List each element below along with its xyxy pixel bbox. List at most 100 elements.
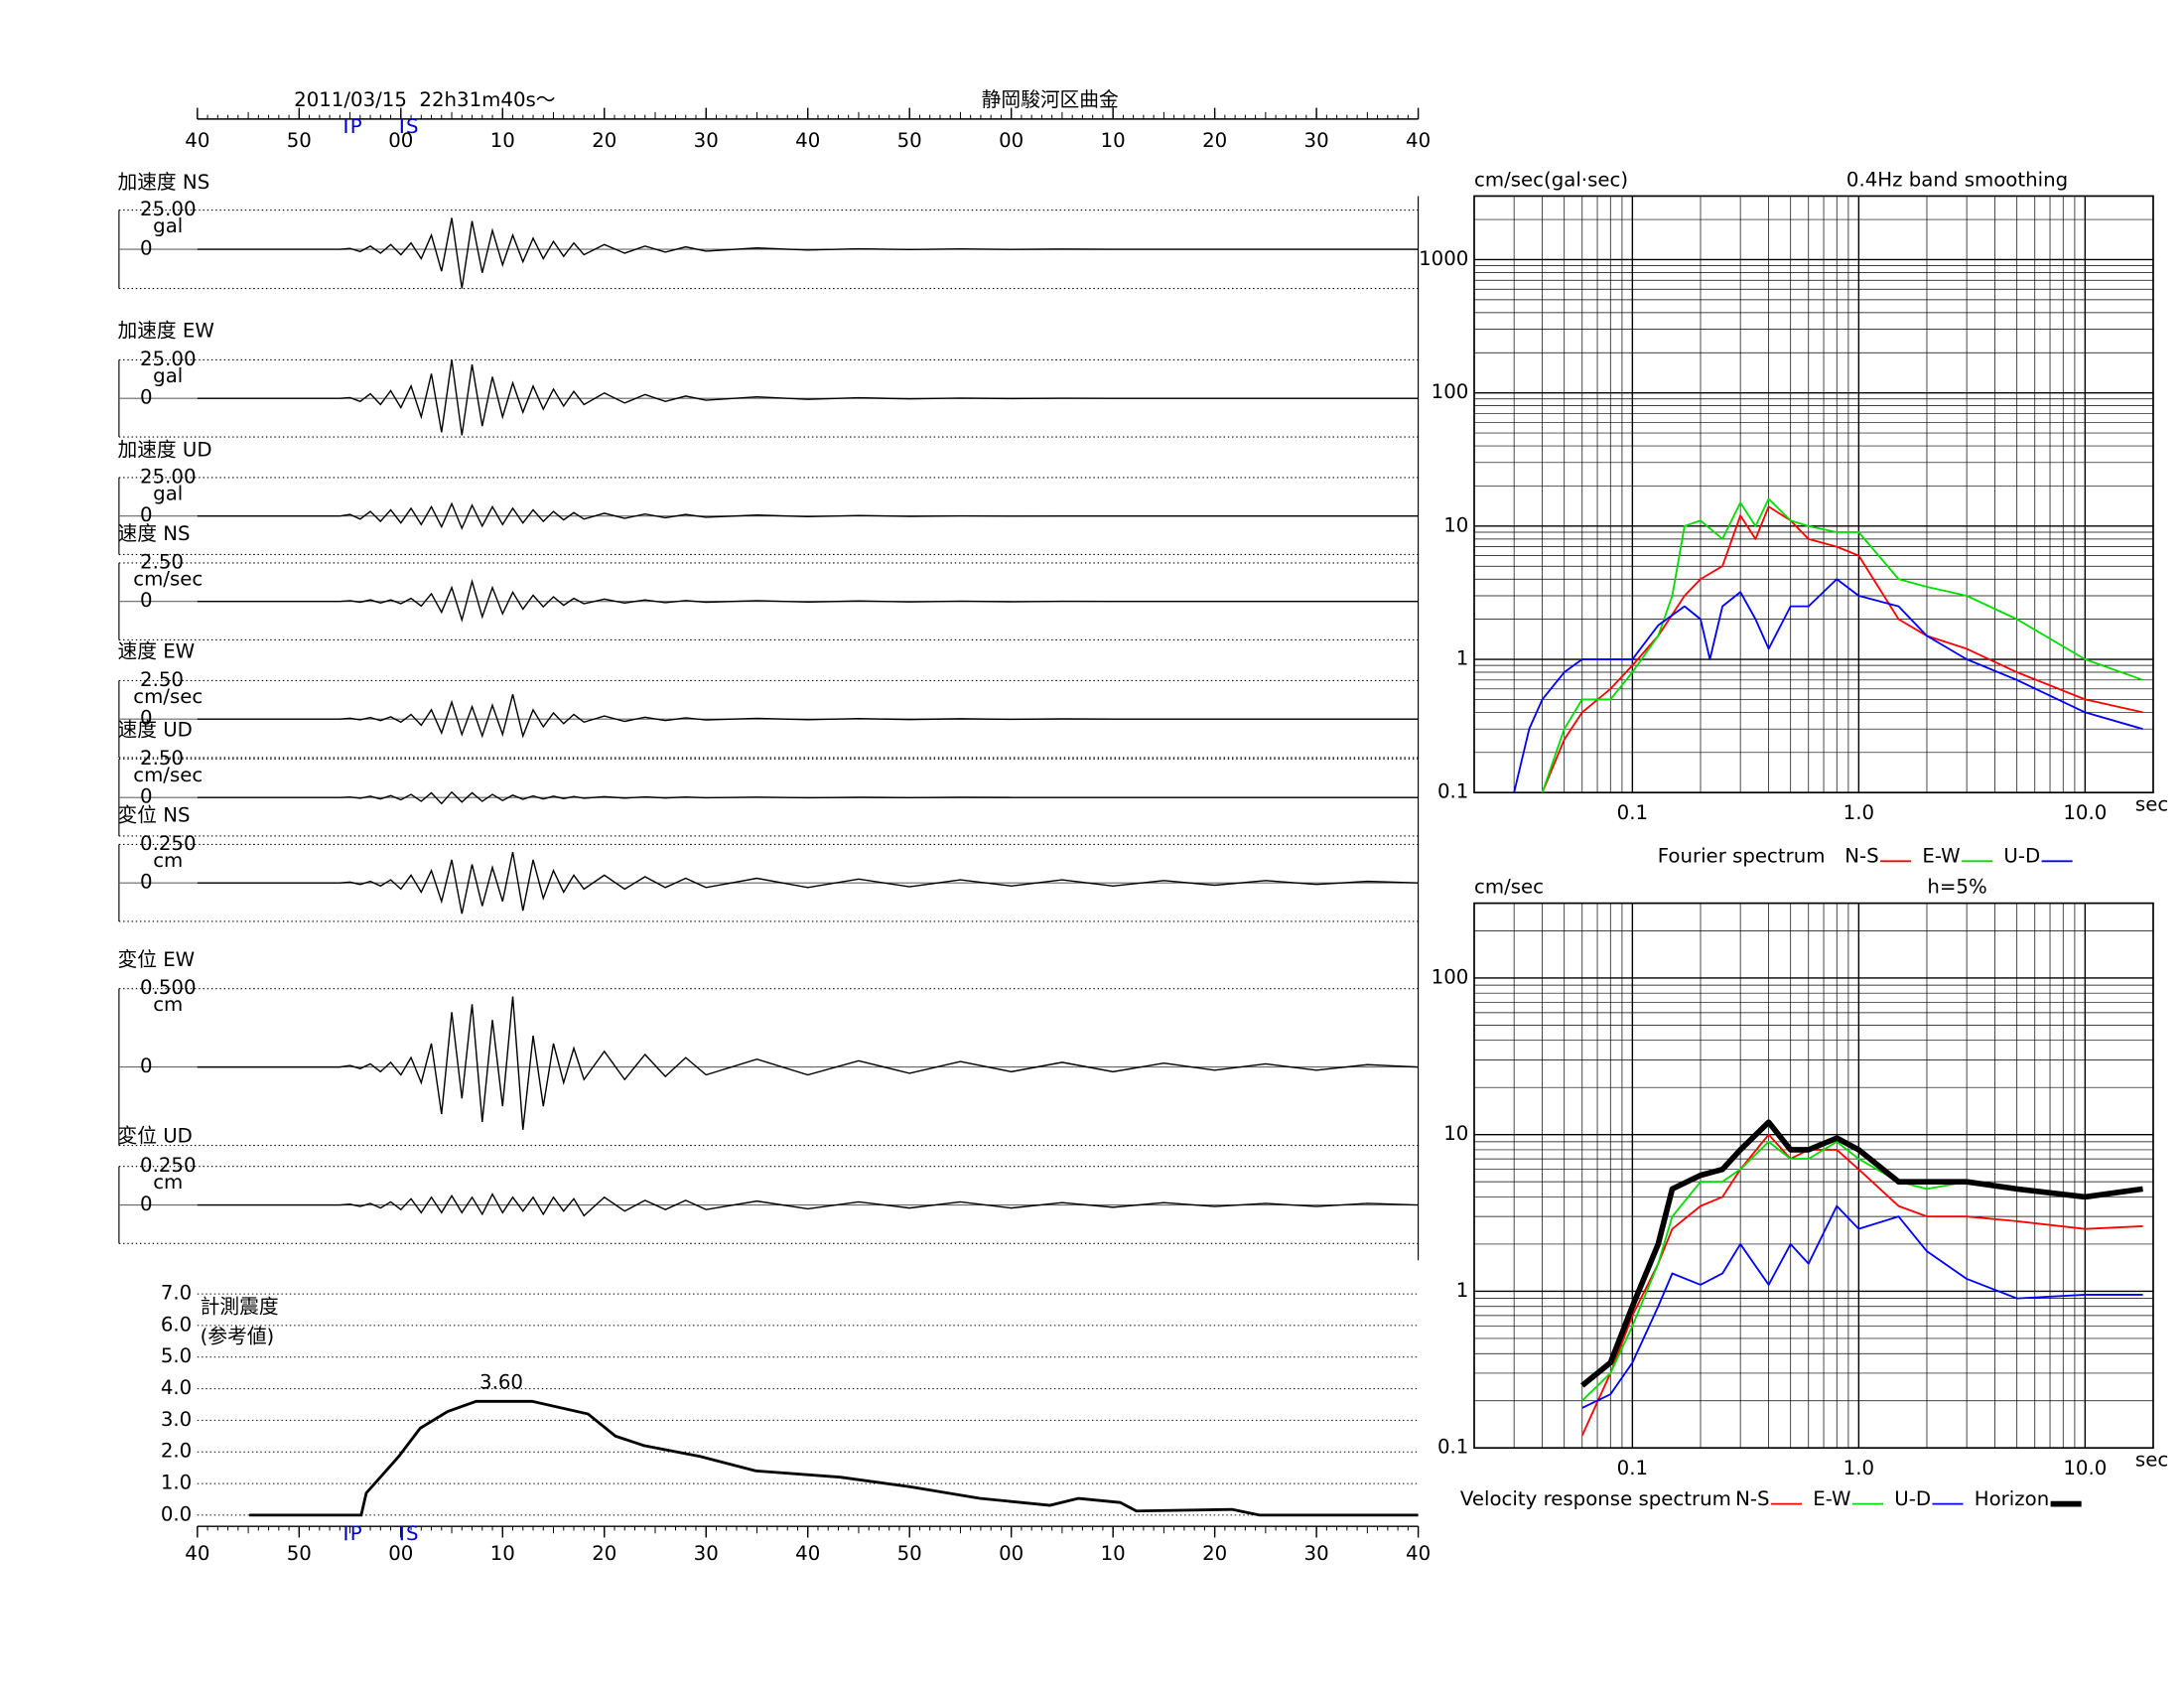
- y-tick-label: 0.250: [140, 1154, 197, 1177]
- x-tick-label: 40: [795, 129, 820, 152]
- x-tick-label: 10.0: [2063, 801, 2107, 824]
- x-tick-label: 30: [694, 129, 719, 152]
- y-tick-label: 2.0: [161, 1440, 192, 1463]
- y-tick-label: 10: [1443, 1122, 1468, 1145]
- x-tick-label: 20: [1202, 129, 1227, 152]
- x-tick-label: 00: [999, 1542, 1024, 1565]
- waveform-trace: [197, 996, 1419, 1130]
- x-tick-label: 10.0: [2063, 1457, 2107, 1479]
- x-tick-label: 20: [592, 1542, 616, 1565]
- x-tick-label: 50: [287, 129, 312, 152]
- trace-label: 変位 EW: [117, 948, 195, 971]
- trace-unit: cm: [153, 993, 183, 1016]
- x-tick-label: 1.0: [1843, 801, 1874, 824]
- y-tick-label: 0: [140, 1055, 153, 1077]
- trace-unit: gal: [153, 214, 183, 237]
- waveform-trace: [197, 1193, 1419, 1217]
- legend-label: Horizon: [1975, 1487, 2049, 1510]
- y-tick-label: 10: [1443, 513, 1468, 536]
- x-axis-label: sec: [2135, 792, 2168, 815]
- trace-label: 変位 UD: [117, 1125, 192, 1148]
- x-tick-label: 40: [795, 1542, 820, 1565]
- x-tick-label: 20: [592, 129, 616, 152]
- waveform-trace: [197, 852, 1419, 914]
- y-tick-label: 0: [140, 1193, 153, 1215]
- legend-title: Velocity response spectrum: [1460, 1487, 1731, 1510]
- y-tick-label: 0: [140, 785, 153, 808]
- spectrum-line: [1581, 1204, 2143, 1409]
- x-tick-label: 00: [388, 129, 413, 152]
- legend-label: U-D: [1894, 1487, 1931, 1510]
- y-tick-label: 0.500: [140, 976, 197, 999]
- y-tick-label: 5.0: [161, 1344, 192, 1367]
- x-tick-label: 50: [897, 1542, 922, 1565]
- intensity-subtitle: (参考値): [201, 1325, 275, 1347]
- trace-unit: gal: [153, 364, 183, 387]
- phase-label: P: [350, 115, 362, 138]
- legend-label: U-D: [2003, 845, 2040, 868]
- trace-unit: cm/sec: [133, 567, 203, 590]
- y-axis-label: cm/sec: [1474, 876, 1544, 899]
- y-tick-label: 25.00: [140, 465, 197, 488]
- x-tick-label: 50: [287, 1542, 312, 1565]
- spectrum-line: [1513, 578, 2143, 793]
- y-tick-label: 1: [1456, 647, 1469, 670]
- phase-label: S: [406, 115, 419, 138]
- legend-label: E-W: [1922, 845, 1960, 868]
- peak-label: 3.60: [479, 1370, 523, 1393]
- y-tick-label: 0: [140, 237, 153, 260]
- y-tick-label: 2.50: [140, 747, 184, 770]
- legend-label: N-S: [1735, 1487, 1769, 1510]
- trace-unit: cm/sec: [133, 685, 203, 708]
- trace-unit: cm: [153, 849, 183, 872]
- y-tick-label: 7.0: [161, 1282, 192, 1305]
- y-tick-label: 25.00: [140, 348, 197, 370]
- trace-label: 加速度 EW: [117, 320, 213, 343]
- trace-label: 速度 EW: [117, 640, 195, 663]
- legend-label: N-S: [1844, 845, 1878, 868]
- trace-unit: cm: [153, 1171, 183, 1194]
- x-tick-label: 50: [897, 129, 922, 152]
- trace-label: 変位 NS: [117, 804, 190, 827]
- y-tick-label: 1000: [1419, 247, 1468, 270]
- x-tick-label: 40: [1406, 1542, 1431, 1565]
- phase-label: S: [406, 1522, 419, 1545]
- x-tick-label: 40: [185, 129, 209, 152]
- legend-title: Fourier spectrum: [1658, 845, 1826, 868]
- y-tick-label: 100: [1432, 380, 1469, 403]
- trace-label: 加速度 UD: [117, 439, 211, 462]
- x-tick-label: 00: [388, 1542, 413, 1565]
- x-tick-label: 10: [1101, 1542, 1126, 1565]
- waveform-trace: [197, 790, 1419, 805]
- y-tick-label: 0.0: [161, 1502, 192, 1525]
- x-tick-label: 30: [1304, 1542, 1329, 1565]
- note: h=5%: [1927, 876, 1986, 899]
- x-tick-label: 40: [1406, 129, 1431, 152]
- y-tick-label: 0: [140, 871, 153, 894]
- y-tick-label: 2.50: [140, 550, 184, 573]
- y-tick-label: 1.0: [161, 1472, 192, 1494]
- y-tick-label: 0.1: [1437, 780, 1468, 803]
- y-tick-label: 6.0: [161, 1313, 192, 1336]
- spectrum-line: [1541, 505, 2143, 793]
- record-time: 2011/03/15 22h31m40s〜: [294, 88, 555, 111]
- legend-label: E-W: [1813, 1487, 1850, 1510]
- x-tick-label: 10: [490, 1542, 515, 1565]
- phase-label: P: [350, 1522, 362, 1545]
- y-tick-label: 0: [140, 707, 153, 730]
- x-tick-label: 10: [490, 129, 515, 152]
- y-tick-label: 3.0: [161, 1408, 192, 1431]
- x-axis-label: sec: [2135, 1448, 2168, 1471]
- y-tick-label: 0: [140, 386, 153, 409]
- station-name: 静岡駿河区曲金: [982, 88, 1119, 111]
- y-tick-label: 0: [140, 503, 153, 526]
- plot-frame: [1473, 902, 2154, 1450]
- y-axis-label: cm/sec(gal·sec): [1474, 168, 1628, 191]
- x-tick-label: 20: [1202, 1542, 1227, 1565]
- waveform-trace: [197, 501, 1419, 530]
- x-tick-label: 0.1: [1617, 1457, 1648, 1479]
- trace-label: 速度 NS: [117, 522, 190, 545]
- x-tick-label: 0.1: [1617, 801, 1648, 824]
- trace-label: 加速度 NS: [117, 171, 209, 194]
